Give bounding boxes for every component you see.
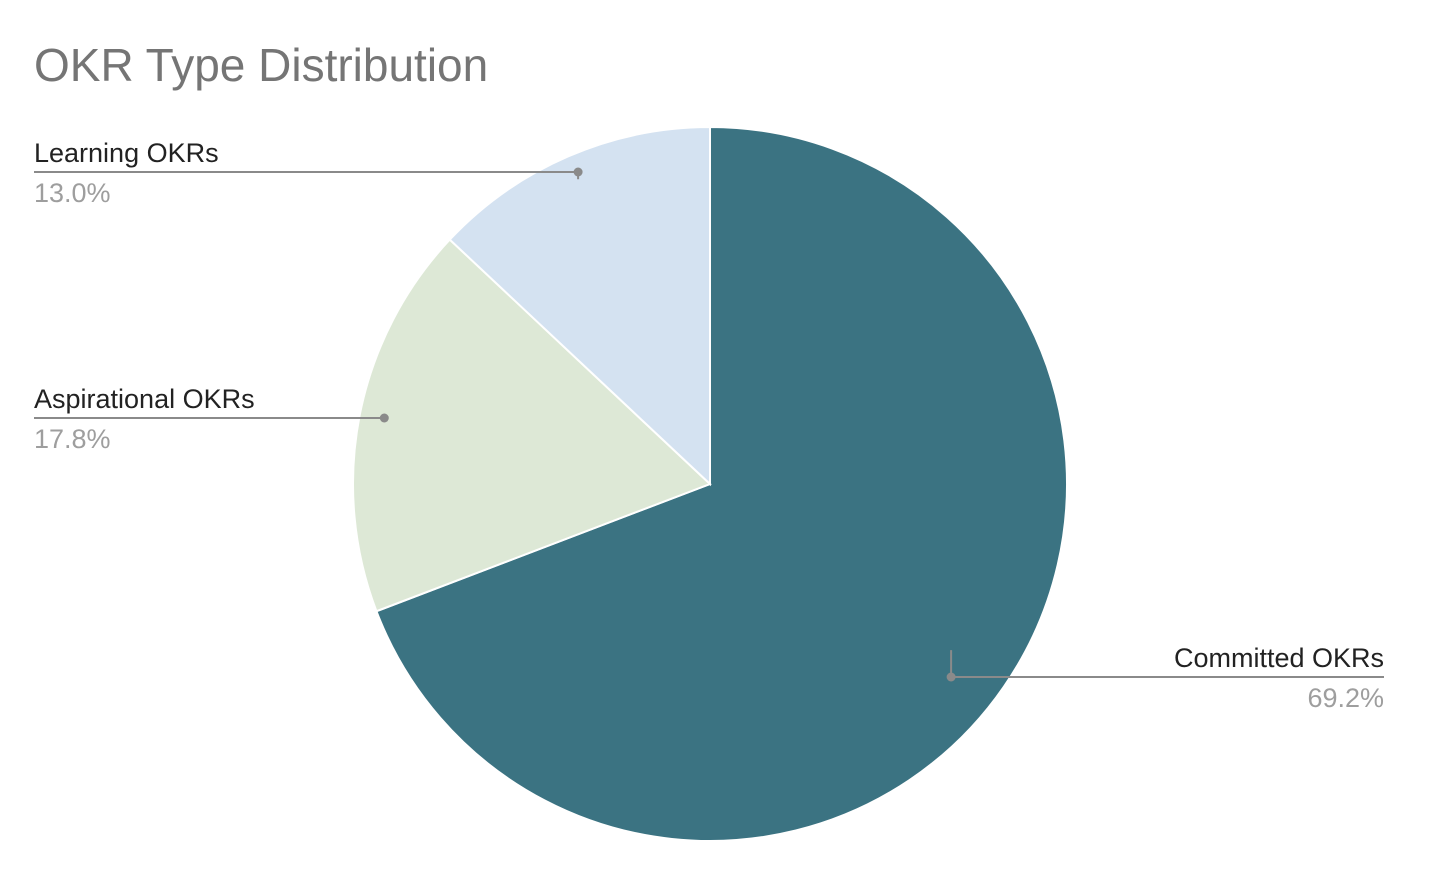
chart-title: OKR Type Distribution	[34, 39, 489, 91]
slice-name-label: Learning OKRs	[34, 138, 219, 168]
slice-name-label: Committed OKRs	[1174, 643, 1384, 673]
slice-label-learning-okrs: Learning OKRs 13.0%	[34, 138, 583, 208]
slice-percent-label: 13.0%	[34, 178, 111, 208]
leader-line	[34, 417, 386, 420]
slice-label-aspirational-okrs: Aspirational OKRs 17.8%	[34, 384, 389, 454]
leader-line	[34, 171, 580, 180]
slice-percent-label: 17.8%	[34, 424, 111, 454]
leader-dot	[379, 413, 389, 423]
pie-slice-learning-okrs	[448, 125, 711, 487]
slice-percent-label: 69.2%	[1307, 683, 1384, 713]
pie-slice-committed-okrs	[375, 125, 1068, 842]
leader-dot	[946, 672, 956, 682]
leader-dot	[573, 167, 583, 177]
slice-label-committed-okrs: Committed OKRs 69.2%	[946, 643, 1384, 713]
slice-name-label: Aspirational OKRs	[34, 384, 255, 414]
pie-slice-aspirational-okrs	[352, 238, 712, 613]
